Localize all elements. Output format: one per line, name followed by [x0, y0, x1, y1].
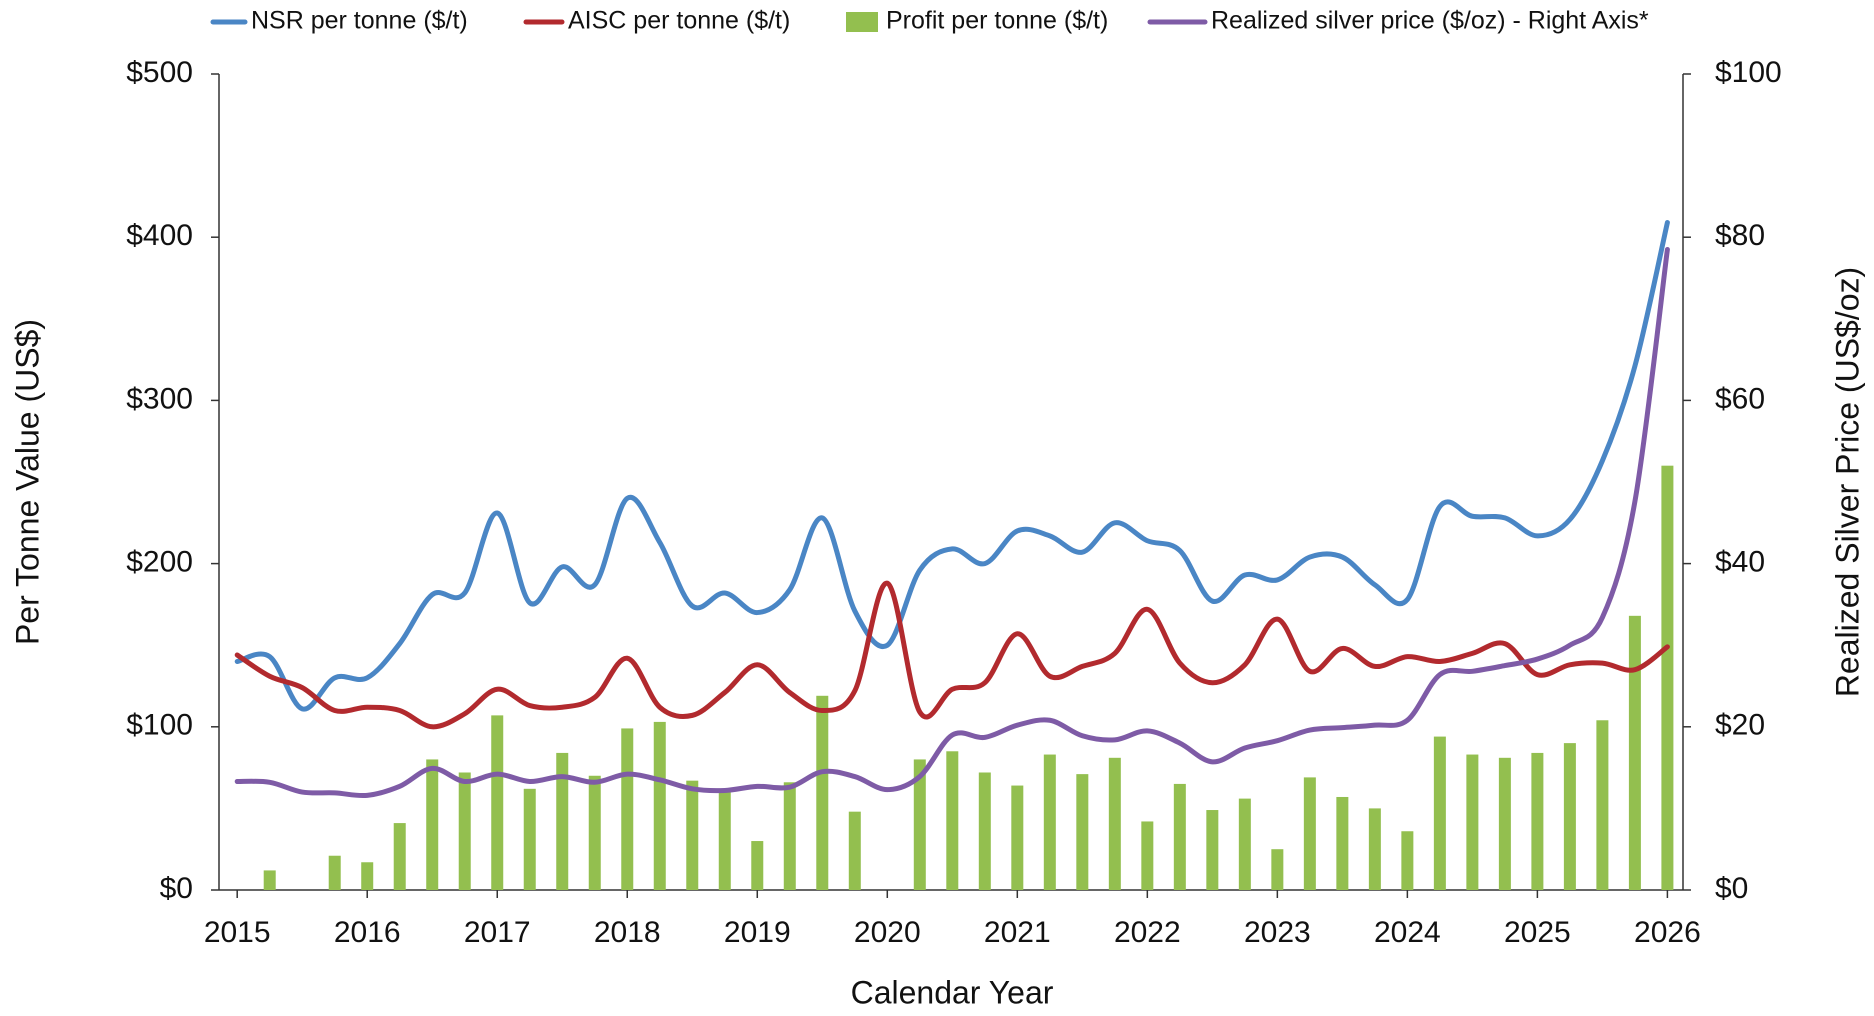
legend-label: AISC per tonne ($/t): [568, 7, 790, 35]
bar: [588, 775, 601, 890]
x-tick-label: 2022: [1114, 916, 1181, 949]
y2-tick-label: $40: [1715, 546, 1765, 579]
bar: [1206, 810, 1219, 890]
x-tick-label: 2016: [334, 916, 401, 949]
line: [234, 580, 1670, 730]
bar: [361, 862, 374, 890]
bar: [458, 772, 471, 890]
y2-tick-label: $0: [1715, 872, 1748, 905]
y2-tick-label: $100: [1715, 56, 1782, 89]
x-tick-label: 2018: [594, 916, 661, 949]
bar: [816, 695, 829, 890]
x-tick-label: 2020: [854, 916, 921, 949]
bar: [523, 788, 536, 890]
line: [234, 246, 1670, 799]
y2-tick-label: $60: [1715, 382, 1765, 415]
bar: [426, 759, 439, 890]
bar: [718, 788, 731, 890]
bar: [946, 751, 959, 890]
x-tick-label: 2021: [984, 916, 1051, 949]
x-tick-label: 2019: [724, 916, 791, 949]
bar: [1303, 777, 1316, 890]
line: [234, 220, 1670, 712]
bar: [1238, 798, 1251, 890]
bar: [686, 780, 699, 890]
x-axis-title: Calendar Year: [851, 974, 1054, 1010]
bar: [328, 855, 341, 890]
bar: [653, 721, 666, 890]
x-tick-label: 2017: [464, 916, 531, 949]
y-tick-label: $400: [126, 219, 193, 252]
y-tick-label: $300: [126, 382, 193, 415]
y-tick-label: $100: [126, 709, 193, 742]
bar: [1466, 754, 1479, 890]
legend-label: Realized silver price ($/oz) - Right Axi…: [1211, 7, 1649, 35]
y2-axis-title: Realized Silver Price (US$/oz): [1829, 267, 1865, 697]
bar: [1596, 720, 1609, 890]
bar: [1498, 757, 1511, 890]
bar: [1433, 736, 1446, 890]
bar: [1043, 754, 1056, 890]
bar: [913, 759, 926, 890]
x-tick-label: 2023: [1244, 916, 1311, 949]
bar: [1141, 821, 1154, 890]
legend-label: NSR per tonne ($/t): [251, 7, 468, 35]
x-tick-label: 2025: [1504, 916, 1571, 949]
bar: [1531, 752, 1544, 890]
bar: [1661, 465, 1674, 890]
bar: [393, 823, 406, 890]
bar: [1563, 743, 1576, 890]
bar: [751, 841, 764, 890]
bar: [848, 811, 861, 890]
x-tick-label: 2026: [1634, 916, 1701, 949]
y-tick-label: $200: [126, 546, 193, 579]
bar: [1336, 796, 1349, 890]
bar: [1076, 774, 1089, 890]
y-tick-label: $500: [126, 56, 193, 89]
x-tick-label: 2024: [1374, 916, 1441, 949]
y2-tick-label: $20: [1715, 709, 1765, 742]
legend-swatch: [846, 12, 878, 32]
bar: [263, 870, 276, 890]
bar: [978, 772, 991, 890]
bar: [556, 752, 569, 890]
bar: [1368, 808, 1381, 890]
y-axis-title: Per Tonne Value (US$): [9, 319, 45, 645]
bar: [1271, 849, 1284, 890]
bar: [1628, 615, 1641, 890]
bar: [491, 715, 504, 890]
bar: [783, 782, 796, 890]
legend-label: Profit per tonne ($/t): [886, 7, 1108, 35]
bar: [621, 728, 634, 890]
bar: [1401, 831, 1414, 890]
y2-tick-label: $80: [1715, 219, 1765, 252]
x-tick-label: 2015: [204, 916, 271, 949]
bar: [1108, 757, 1121, 890]
y-tick-label: $0: [160, 872, 193, 905]
bar: [1173, 783, 1186, 890]
bar: [1011, 785, 1024, 890]
